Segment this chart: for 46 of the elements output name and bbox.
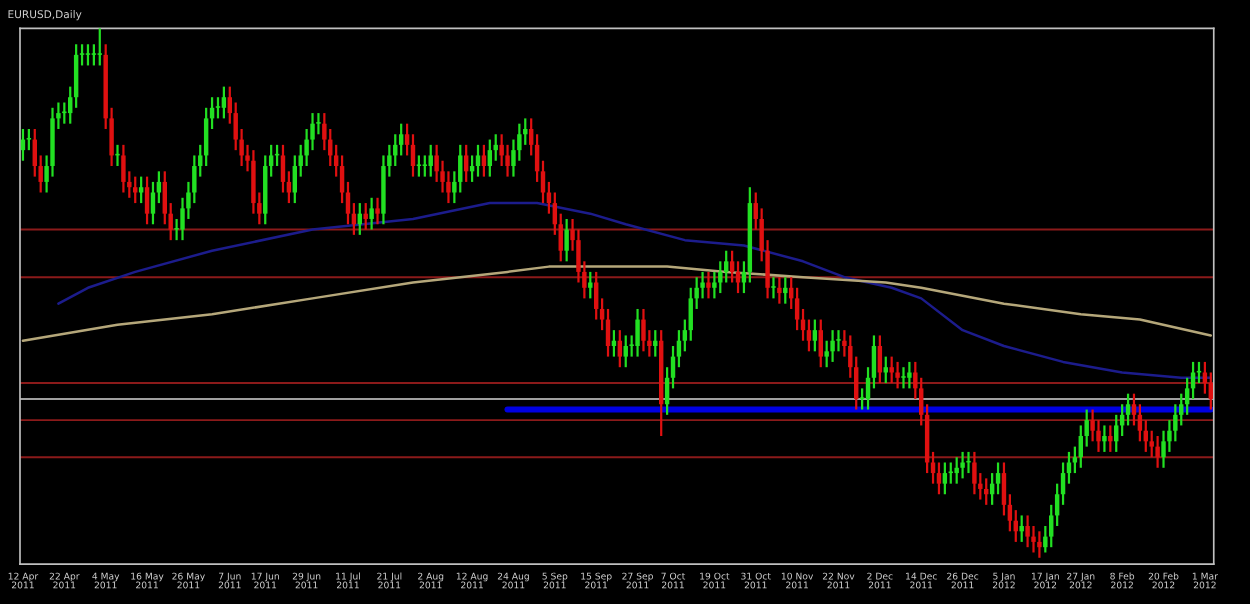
candlestick — [954, 456, 959, 485]
candlestick — [635, 307, 640, 358]
candlestick — [706, 270, 711, 300]
candlestick — [641, 307, 646, 353]
candlestick — [588, 270, 593, 300]
candlestick — [1025, 514, 1030, 549]
candlestick — [777, 276, 782, 305]
candlestick — [422, 154, 428, 178]
candlestick — [1108, 424, 1113, 454]
candlestick — [1155, 434, 1160, 469]
candlestick — [375, 196, 380, 226]
candlestick — [972, 450, 977, 496]
candlestick — [895, 360, 900, 390]
candlestick — [907, 360, 912, 390]
candlestick — [369, 196, 374, 231]
candlestick — [564, 217, 569, 263]
candlestick — [889, 355, 894, 385]
candlestick — [138, 175, 144, 205]
candlestick — [812, 318, 818, 353]
candlestick — [91, 43, 97, 67]
candlestick — [85, 43, 91, 67]
candlestick — [617, 329, 623, 369]
candlestick — [771, 276, 776, 300]
candlestick — [221, 85, 227, 120]
candlestick — [133, 175, 138, 205]
candlestick — [463, 143, 469, 184]
candlestick — [623, 334, 628, 369]
candlestick — [428, 143, 433, 178]
candlestick — [653, 329, 658, 358]
candlestick — [481, 143, 487, 178]
candlestick — [830, 329, 835, 364]
candlestick — [363, 201, 368, 231]
candlestick — [1019, 514, 1024, 544]
candlestick — [901, 366, 906, 390]
candlestick — [1037, 530, 1042, 559]
candlestick — [960, 450, 965, 480]
candlestick — [1102, 424, 1107, 454]
candlestick — [121, 143, 126, 194]
candlestick — [783, 276, 788, 305]
candlestick — [475, 143, 481, 178]
candlestick — [942, 461, 948, 496]
candlestick — [416, 154, 422, 178]
candlestick — [144, 175, 150, 226]
candlestick — [97, 27, 102, 67]
candlestick — [487, 138, 493, 178]
candlestick — [818, 318, 823, 369]
